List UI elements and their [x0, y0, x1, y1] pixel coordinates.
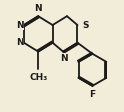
Text: F: F	[89, 90, 95, 99]
Text: N: N	[60, 54, 68, 63]
Text: N: N	[16, 38, 24, 47]
Text: CH₃: CH₃	[29, 73, 47, 82]
Text: N: N	[34, 4, 42, 13]
Text: S: S	[82, 20, 88, 30]
Text: N: N	[16, 20, 24, 30]
